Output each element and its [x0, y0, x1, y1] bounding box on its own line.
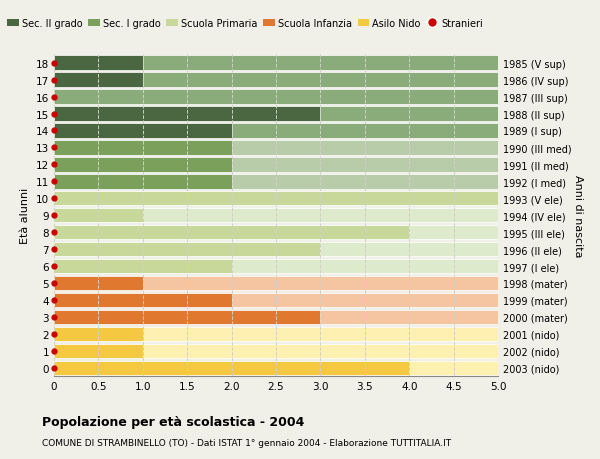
Bar — [54, 361, 498, 375]
Y-axis label: Anni di nascita: Anni di nascita — [572, 174, 583, 257]
Bar — [54, 175, 232, 189]
Bar — [54, 208, 498, 223]
Text: COMUNE DI STRAMBINELLO (TO) - Dati ISTAT 1° gennaio 2004 - Elaborazione TUTTITAL: COMUNE DI STRAMBINELLO (TO) - Dati ISTAT… — [42, 438, 451, 448]
Bar — [54, 327, 143, 341]
Bar — [54, 259, 232, 274]
Bar — [54, 73, 498, 88]
Bar — [54, 158, 232, 172]
Bar — [54, 276, 143, 291]
Bar — [54, 344, 498, 358]
Y-axis label: Età alunni: Età alunni — [20, 188, 31, 244]
Bar — [54, 56, 143, 71]
Bar — [54, 107, 320, 122]
Bar — [54, 225, 498, 240]
Bar — [54, 327, 498, 341]
Bar — [54, 107, 498, 122]
Bar — [54, 141, 232, 155]
Bar — [54, 175, 498, 189]
Bar — [54, 242, 320, 257]
Bar — [54, 90, 498, 105]
Bar — [54, 310, 498, 325]
Bar — [54, 361, 409, 375]
Bar — [54, 225, 409, 240]
Text: Popolazione per età scolastica - 2004: Popolazione per età scolastica - 2004 — [42, 415, 304, 428]
Bar — [54, 141, 498, 155]
Bar — [54, 158, 498, 172]
Bar — [54, 242, 498, 257]
Bar — [54, 56, 498, 71]
Bar — [54, 191, 498, 206]
Bar — [54, 191, 498, 206]
Bar — [54, 310, 320, 325]
Bar — [54, 124, 232, 138]
Bar — [54, 124, 498, 138]
Bar — [54, 276, 498, 291]
Bar — [54, 208, 143, 223]
Bar — [54, 259, 498, 274]
Bar — [54, 293, 232, 308]
Bar — [54, 293, 498, 308]
Bar — [54, 344, 143, 358]
Bar — [54, 73, 143, 88]
Legend: Sec. II grado, Sec. I grado, Scuola Primaria, Scuola Infanzia, Asilo Nido, Stran: Sec. II grado, Sec. I grado, Scuola Prim… — [3, 15, 487, 33]
